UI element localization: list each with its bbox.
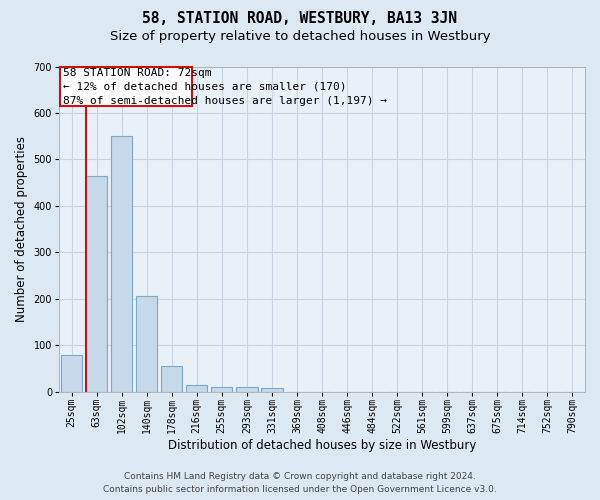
Bar [161,366,182,392]
Bar [261,388,283,392]
Text: 58 STATION ROAD: 72sqm
← 12% of detached houses are smaller (170)
87% of semi-de: 58 STATION ROAD: 72sqm ← 12% of detached… [63,68,387,106]
Bar [86,176,107,392]
Bar [61,354,82,392]
Text: Size of property relative to detached houses in Westbury: Size of property relative to detached ho… [110,30,490,43]
Bar [186,385,208,392]
Bar [211,387,232,392]
FancyBboxPatch shape [59,68,192,106]
Bar [136,296,157,392]
Bar [236,387,257,392]
Text: 58, STATION ROAD, WESTBURY, BA13 3JN: 58, STATION ROAD, WESTBURY, BA13 3JN [143,11,458,26]
Bar [111,136,132,392]
Y-axis label: Number of detached properties: Number of detached properties [15,136,28,322]
X-axis label: Distribution of detached houses by size in Westbury: Distribution of detached houses by size … [168,440,476,452]
Text: Contains HM Land Registry data © Crown copyright and database right 2024.
Contai: Contains HM Land Registry data © Crown c… [103,472,497,494]
